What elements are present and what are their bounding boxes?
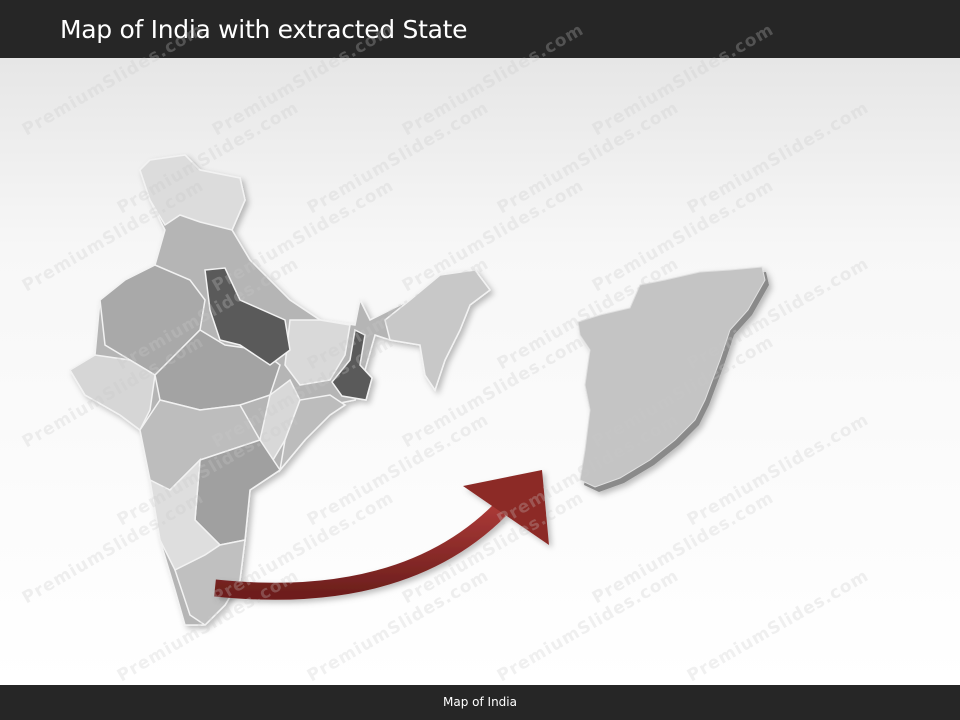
state-odisha [278,394,347,473]
india-map [68,154,492,626]
arrow-head [463,470,549,545]
state-tamil-nadu [174,539,246,626]
state-jammu-kashmir [139,154,246,231]
footer-bar: Map of India [0,685,960,720]
extracted-state-tamil-nadu [577,266,766,488]
page-title: Map of India with extracted State [60,15,468,44]
arrow-icon [214,470,549,600]
arrow-body [214,503,507,600]
title-bar: Map of India with extracted State [0,0,960,58]
extracted-state [577,266,769,492]
state-gujarat [68,354,156,432]
state-uttar-pradesh [204,267,291,366]
state-bihar-jharkhand [284,319,351,386]
state-northeast [384,269,492,392]
state-west-bengal [331,328,373,401]
footer-label: Map of India [443,695,517,709]
